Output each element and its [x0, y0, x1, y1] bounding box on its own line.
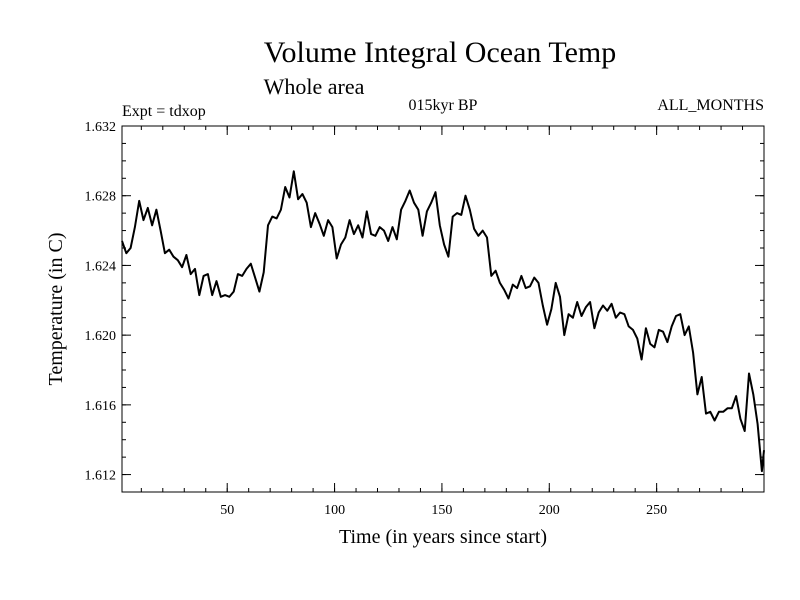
y-tick-label: 1.620	[85, 329, 117, 344]
x-tick-label: 150	[431, 503, 452, 518]
chart-subtitle: Whole area	[264, 74, 365, 99]
x-tick-label: 250	[646, 503, 667, 518]
expt-label: Expt = tdxop	[122, 103, 206, 120]
chart-title: Volume Integral Ocean Temp	[264, 36, 617, 69]
x-tick-label: 50	[220, 503, 234, 518]
plot-frame	[121, 125, 765, 493]
y-tick-labels: 1.612 1.616 1.620 1.624 1.628 1.632	[85, 120, 117, 484]
y-tick-label: 1.612	[85, 469, 117, 484]
y-tick-label: 1.624	[85, 259, 117, 274]
axis-ticks	[122, 125, 765, 492]
period-label: 015kyr BP	[409, 97, 478, 114]
y-axis-label: Temperature (in C)	[45, 233, 67, 386]
x-tick-label: 200	[539, 503, 560, 518]
months-label: ALL_MONTHS	[657, 97, 764, 114]
x-axis-label: Time (in years since start)	[339, 526, 547, 548]
x-tick-label: 100	[324, 503, 345, 518]
x-tick-labels: 50 100 150 200 250	[220, 503, 667, 518]
series-line	[121, 170, 765, 473]
y-tick-label: 1.632	[85, 120, 117, 135]
y-tick-label: 1.616	[85, 399, 117, 414]
y-tick-label: 1.628	[85, 190, 117, 205]
